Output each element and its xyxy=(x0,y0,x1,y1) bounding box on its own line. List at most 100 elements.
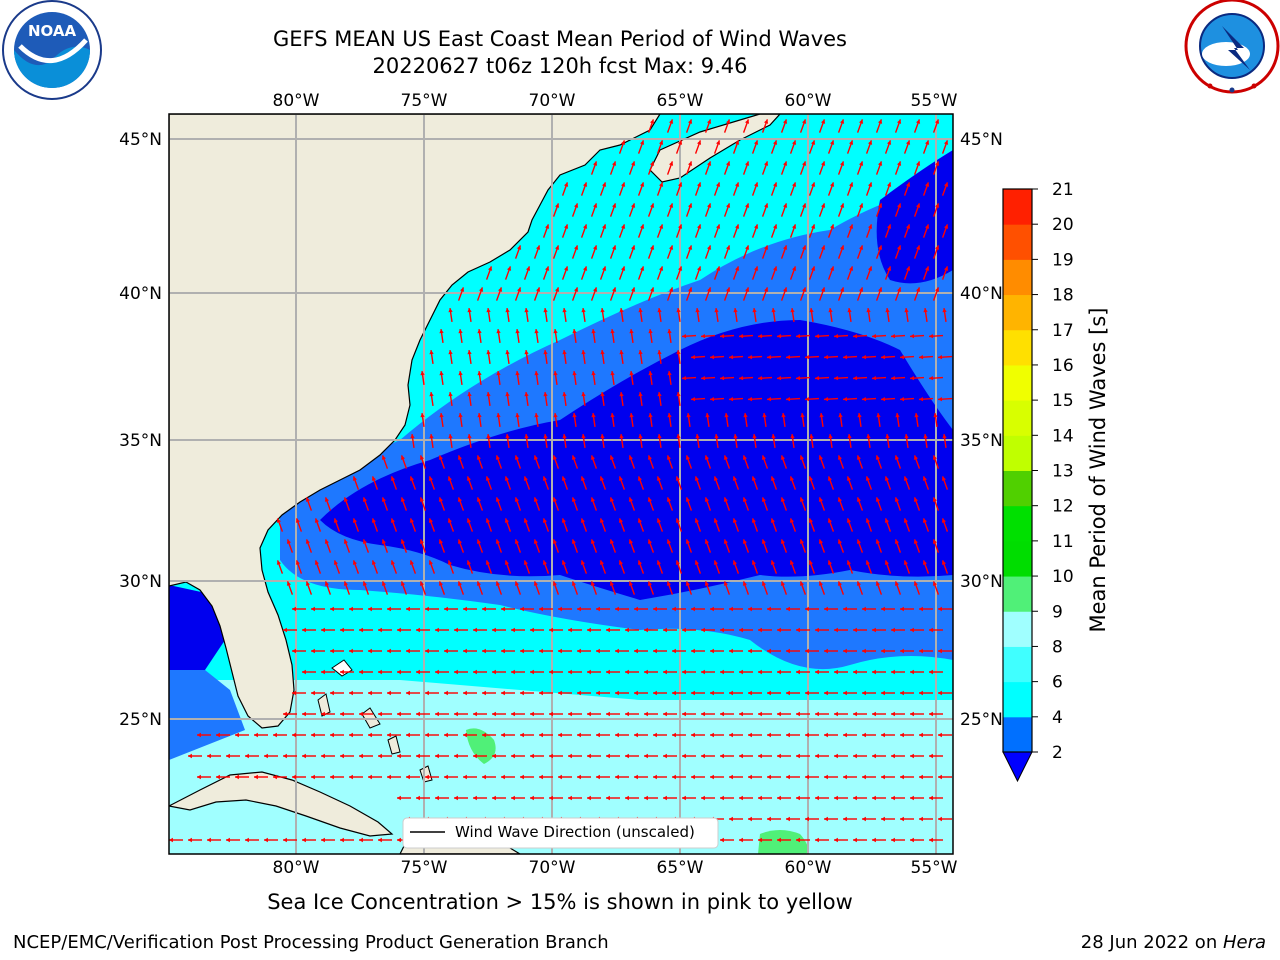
wind-wave-arrowhead xyxy=(754,224,759,229)
wind-wave-arrowhead xyxy=(558,774,562,780)
wind-wave-arrowhead xyxy=(574,203,579,208)
wind-wave-arrowhead xyxy=(723,539,728,544)
wind-wave-arrowhead xyxy=(496,413,501,418)
lon-label: 70°W xyxy=(529,858,576,878)
wind-wave-arrowhead xyxy=(878,245,883,250)
wind-wave-arrowhead xyxy=(777,627,781,633)
wind-wave-arrowhead xyxy=(818,539,823,544)
wind-wave-arrowhead xyxy=(914,413,919,418)
wind-wave-arrowhead xyxy=(511,627,515,633)
wind-wave-arrowhead xyxy=(891,334,896,339)
wind-wave-arrowhead xyxy=(631,287,636,292)
wind-wave-arrowhead xyxy=(695,308,700,313)
wind-wave-arrowhead xyxy=(743,413,748,418)
wind-wave-arrowhead xyxy=(843,690,847,696)
wind-wave-arrowhead xyxy=(720,334,725,339)
lon-label: 55°W xyxy=(911,91,958,111)
wind-wave-arrowhead xyxy=(771,308,776,313)
wind-wave-arrowhead xyxy=(438,455,443,460)
wind-wave-arrowhead xyxy=(713,476,718,481)
wind-wave-arrowhead xyxy=(501,732,505,738)
wind-wave-arrowhead xyxy=(406,732,410,738)
wind-wave-arrowhead xyxy=(770,560,775,565)
wind-wave-arrowhead xyxy=(615,648,619,654)
wind-wave-arrowhead xyxy=(583,224,588,229)
wind-wave-arrowhead xyxy=(929,795,933,801)
wind-wave-arrowhead xyxy=(919,690,923,696)
wind-wave-arrowhead xyxy=(615,690,619,696)
wind-wave-arrowhead xyxy=(574,287,579,292)
wind-wave-arrowhead xyxy=(590,455,595,460)
wind-wave-arrowhead xyxy=(429,392,434,397)
wind-wave-arrowhead xyxy=(872,669,876,675)
wind-wave-arrowhead xyxy=(349,732,353,738)
wind-wave-arrowhead xyxy=(543,434,548,439)
wind-wave-arrowhead xyxy=(916,245,921,250)
wind-wave-arrowhead xyxy=(520,732,524,738)
wind-wave-arrowhead xyxy=(524,434,529,439)
wind-wave-arrowhead xyxy=(349,606,353,612)
wind-wave-arrowhead xyxy=(675,518,680,523)
wind-wave-arrowhead xyxy=(454,795,458,801)
wind-wave-arrowhead xyxy=(773,266,778,271)
wind-wave-arrowhead xyxy=(865,518,870,523)
wind-wave-arrowhead xyxy=(815,753,819,759)
wind-wave-arrowhead xyxy=(448,308,453,313)
wind-wave-arrowhead xyxy=(539,606,543,612)
wind-wave-arrowhead xyxy=(425,648,429,654)
wind-wave-arrowhead xyxy=(672,648,676,654)
wind-wave-arrowhead xyxy=(846,560,851,565)
wind-wave-arrowhead xyxy=(770,518,775,523)
wind-wave-arrowhead xyxy=(321,627,325,633)
wind-wave-arrowhead xyxy=(543,350,548,355)
wind-wave-arrowhead xyxy=(533,581,538,586)
wind-wave-arrowhead xyxy=(865,560,870,565)
colorbar-band xyxy=(1003,716,1032,753)
colorbar-tick-label: 4 xyxy=(1052,708,1063,728)
wind-wave-arrowhead xyxy=(667,329,672,334)
wind-wave-arrowhead xyxy=(739,711,743,717)
wind-wave-arrowhead xyxy=(682,627,686,633)
wind-wave-arrowhead xyxy=(862,732,866,738)
wind-wave-arrowhead xyxy=(906,224,911,229)
wind-wave-arrowhead xyxy=(685,581,690,586)
wind-wave-arrowhead xyxy=(273,774,277,780)
wind-wave-arrowhead xyxy=(330,732,334,738)
wind-wave-arrowhead xyxy=(618,476,623,481)
wind-wave-arrowhead xyxy=(352,476,357,481)
wind-wave-arrowhead xyxy=(435,753,439,759)
wind-wave-arrowhead xyxy=(600,308,605,313)
wind-wave-arrowhead xyxy=(663,627,667,633)
wind-wave-arrowhead xyxy=(910,627,914,633)
wind-wave-arrowhead xyxy=(824,732,828,738)
wind-wave-arrowhead xyxy=(669,203,674,208)
wind-wave-arrowhead xyxy=(935,245,940,250)
wind-wave-arrowhead xyxy=(568,627,572,633)
wind-wave-arrowhead xyxy=(849,224,854,229)
wind-wave-arrowhead xyxy=(828,308,833,313)
wind-wave-arrowhead xyxy=(726,203,731,208)
wind-wave-arrowhead xyxy=(840,203,845,208)
wind-wave-arrowhead xyxy=(564,266,569,271)
wind-wave-arrowhead xyxy=(843,774,847,780)
colorbar-tick-label: 20 xyxy=(1052,215,1074,235)
wind-wave-arrowhead xyxy=(439,371,444,376)
wind-wave-arrowhead xyxy=(894,455,899,460)
wind-wave-arrowhead xyxy=(856,497,861,502)
wind-wave-arrowhead xyxy=(777,795,781,801)
wind-wave-arrowhead xyxy=(824,355,829,360)
wind-wave-arrowhead xyxy=(682,376,687,381)
wind-wave-arrowhead xyxy=(593,161,598,166)
wind-wave-arrowhead xyxy=(752,434,757,439)
wind-wave-arrowhead xyxy=(786,648,790,654)
wind-wave-arrowhead xyxy=(387,648,391,654)
lat-label: 40°N xyxy=(960,284,1003,304)
wind-wave-arrowhead xyxy=(568,753,572,759)
wind-wave-arrowhead xyxy=(729,355,734,360)
wind-wave-arrowhead xyxy=(439,329,444,334)
wind-wave-arrowhead xyxy=(862,355,867,360)
wind-wave-arrowhead xyxy=(520,690,524,696)
wind-wave-arrowhead xyxy=(647,581,652,586)
wind-wave-arrowhead xyxy=(606,627,610,633)
wind-wave-arrowhead xyxy=(534,329,539,334)
